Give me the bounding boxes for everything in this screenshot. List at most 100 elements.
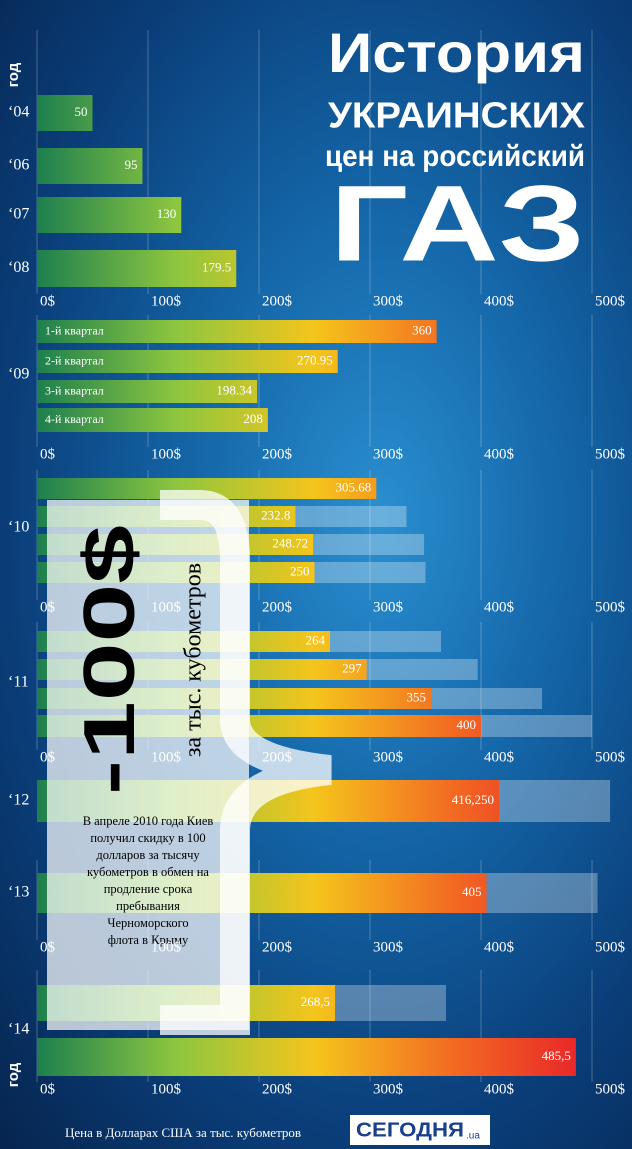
axis-label: год (5, 62, 22, 87)
note-box (47, 500, 249, 1030)
x-tick-label: 100$ (151, 599, 182, 615)
year-label: ‘09 (8, 366, 29, 383)
x-tick-label: 500$ (595, 599, 626, 615)
year-label: ‘11 (8, 674, 29, 691)
x-tick-label: 200$ (262, 293, 293, 309)
note-text: В апреле 2010 года Киев (83, 814, 214, 828)
bar (37, 1038, 576, 1076)
title-line: История (328, 21, 585, 84)
bar (37, 320, 437, 343)
x-tick-label: 300$ (373, 749, 404, 765)
year-label: ‘06 (8, 157, 29, 174)
value-label: 50 (75, 104, 88, 119)
x-tick-label: 0$ (40, 749, 56, 765)
x-tick-label: 300$ (373, 446, 404, 462)
note-headline: -100$ (70, 525, 150, 795)
value-label: 270.95 (297, 352, 333, 367)
value-label: 485,5 (542, 1048, 571, 1063)
value-label: 198.34 (216, 382, 252, 397)
x-tick-label: 200$ (262, 599, 293, 615)
bar (37, 250, 237, 287)
x-tick-label: 0$ (40, 1081, 56, 1097)
note-text: флота в Крыму (108, 933, 189, 947)
x-tick-label: 300$ (373, 939, 404, 955)
x-tick-label: 400$ (484, 446, 515, 462)
value-label: 250 (290, 563, 310, 578)
title-line: УКРАИНСКИХ (328, 95, 585, 136)
value-label: 305.68 (336, 479, 372, 494)
year-label: ‘13 (8, 884, 29, 901)
note-text: пребывания (116, 899, 180, 913)
x-tick-label: 100$ (151, 293, 182, 309)
bar (37, 408, 268, 432)
title-line: ГАЗ (330, 163, 585, 284)
x-tick-label: 500$ (595, 446, 626, 462)
bracket (160, 490, 332, 1035)
value-label: 297 (342, 660, 362, 675)
x-tick-label: 200$ (262, 749, 293, 765)
x-tick-label: 400$ (484, 293, 515, 309)
value-label: 264 (306, 632, 326, 647)
title-line: цен на российский (325, 140, 585, 173)
category-label: 1-й квартал (45, 323, 104, 337)
x-tick-label: 500$ (595, 939, 626, 955)
value-label: 405 (462, 884, 482, 899)
value-label: 95 (124, 157, 137, 172)
year-label: ‘12 (8, 792, 29, 809)
value-label: 248.72 (272, 535, 308, 550)
x-tick-label: 300$ (373, 293, 404, 309)
x-tick-label: 200$ (262, 446, 293, 462)
axis-label: год (5, 1062, 22, 1087)
logo: СЕГОДНЯ (356, 1119, 464, 1141)
note-text: долларов за тысячу (96, 848, 200, 862)
bar (37, 148, 143, 184)
value-label: 130 (157, 206, 177, 221)
x-tick-label: 500$ (595, 1081, 626, 1097)
logo-box (350, 1115, 490, 1145)
category-label: 3-й квартал (45, 383, 104, 397)
x-tick-label: 0$ (40, 599, 56, 615)
value-label: 179.5 (202, 259, 231, 274)
bar (37, 350, 338, 373)
value-label: 208 (243, 411, 263, 426)
note-subheadline: за тыс. кубометров (181, 563, 207, 757)
x-tick-label: 100$ (151, 446, 182, 462)
year-label: ‘07 (8, 206, 29, 223)
bar (37, 478, 377, 499)
value-label: 268,5 (301, 994, 330, 1009)
value-label: 416,250 (452, 792, 494, 807)
x-tick-label: 100$ (151, 939, 182, 955)
value-label: 232.8 (261, 507, 290, 522)
x-tick-label: 200$ (262, 1081, 293, 1097)
year-label: ‘14 (8, 1021, 29, 1038)
x-tick-label: 0$ (40, 446, 56, 462)
category-label: 4-й квартал (45, 412, 104, 426)
year-label: ‘10 (8, 519, 29, 536)
value-label: 360 (412, 322, 432, 337)
x-tick-label: 0$ (40, 293, 56, 309)
note-text: Черноморского (107, 916, 188, 930)
x-tick-label: 0$ (40, 939, 56, 955)
x-tick-label: 400$ (484, 749, 515, 765)
bar (37, 95, 93, 131)
x-tick-label: 500$ (595, 293, 626, 309)
x-tick-label: 400$ (484, 599, 515, 615)
value-label: 400 (457, 717, 477, 732)
x-tick-label: 400$ (484, 939, 515, 955)
x-tick-label: 300$ (373, 1081, 404, 1097)
year-label: ‘08 (8, 259, 29, 276)
value-label: 355 (407, 689, 427, 704)
logo-suffix: .ua (466, 1131, 480, 1142)
category-label: 2-й квартал (45, 353, 104, 367)
x-tick-label: 400$ (484, 1081, 515, 1097)
x-tick-label: 200$ (262, 939, 293, 955)
x-tick-label: 100$ (151, 749, 182, 765)
note-text: кубометров в обмен на (87, 865, 209, 879)
note-text: продление срока (104, 882, 193, 896)
bar (37, 380, 258, 403)
year-label: ‘04 (8, 104, 29, 121)
x-tick-label: 500$ (595, 749, 626, 765)
note-text: получил скидку в 100 (90, 831, 205, 845)
